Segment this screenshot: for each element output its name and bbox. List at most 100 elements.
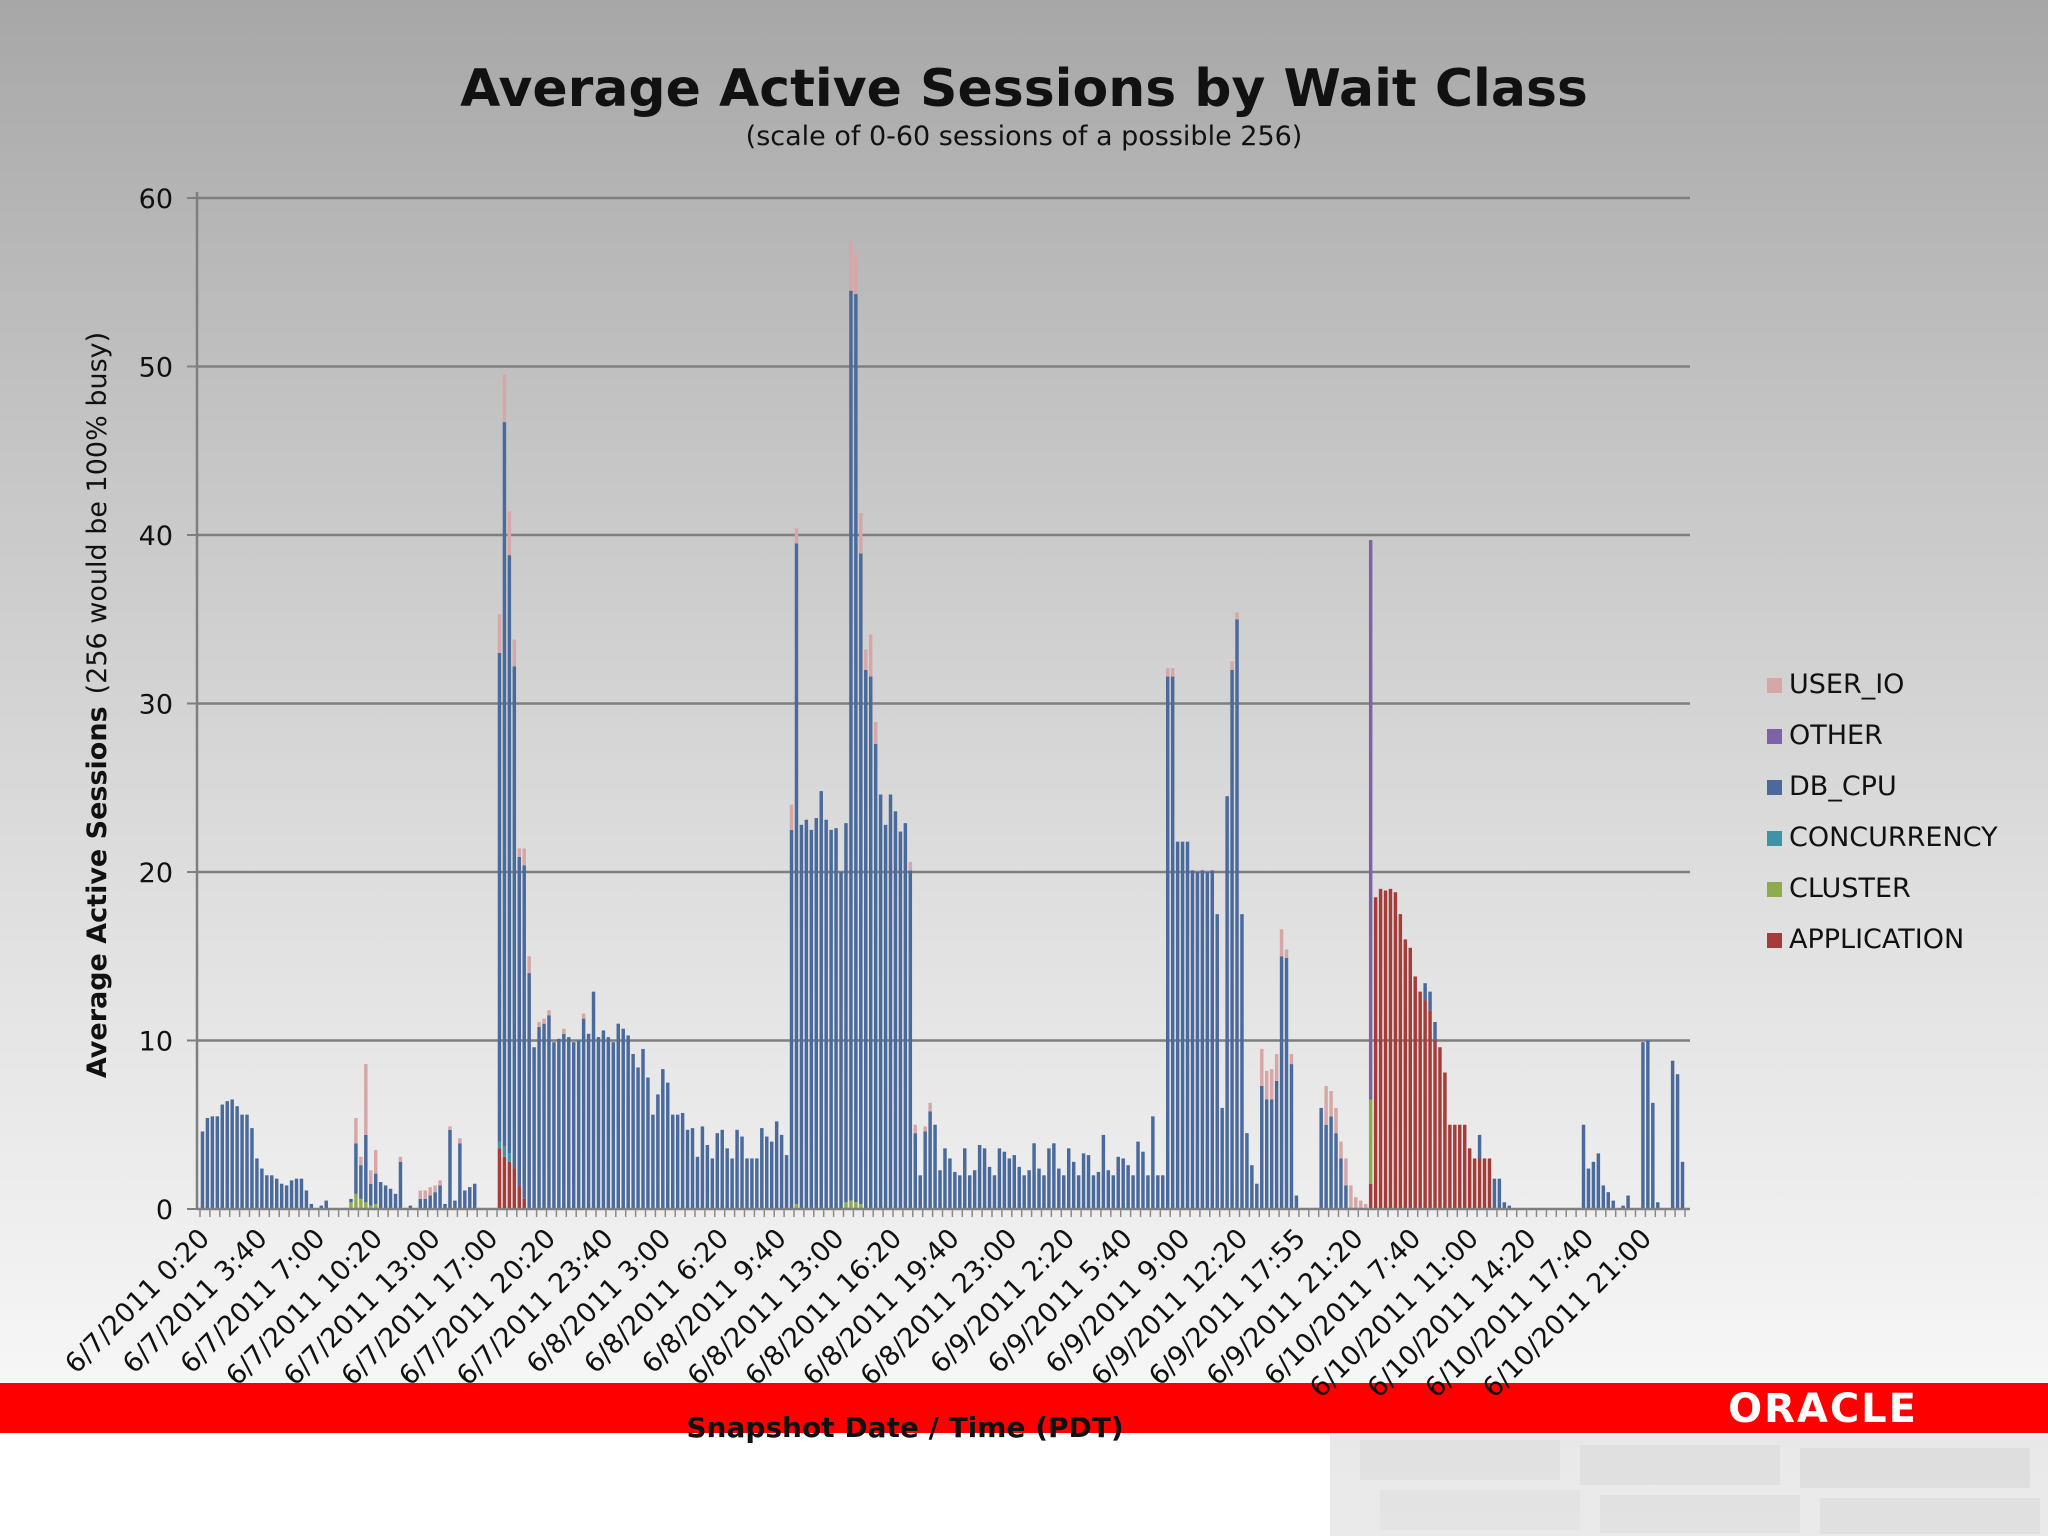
bar-db-cpu-86: [626, 1035, 630, 1209]
bar-db-cpu-121: [799, 824, 804, 1209]
bar-db-cpu-137: [878, 794, 883, 1209]
bar-db-cpu-88: [636, 1067, 640, 1209]
bar-db-cpu-113: [760, 1128, 764, 1209]
bar-db-cpu-87: [631, 1053, 635, 1209]
bar-db-cpu-17: [284, 1185, 289, 1209]
bar-cluster-30: [349, 1202, 353, 1209]
bar-db-cpu-264: [1507, 1205, 1511, 1209]
bar-db-cpu-66: [527, 973, 531, 1209]
bar-user-io-214: [1260, 1048, 1264, 1086]
bar-db-cpu-194: [1161, 1175, 1165, 1209]
legend-swatch-application: [1767, 933, 1782, 948]
bar-db-cpu-60: [497, 652, 502, 1142]
bar-db-cpu-177: [1076, 1175, 1081, 1209]
bars: [200, 241, 1685, 1210]
bar-db-cpu-93: [661, 1069, 665, 1209]
bar-db-cpu-63: [512, 666, 517, 1169]
bar-db-cpu-98: [685, 1129, 690, 1209]
bar-user-io-60: [497, 614, 502, 653]
bar-user-io-34: [369, 1170, 373, 1184]
bar-db-cpu-207: [1225, 796, 1229, 1209]
bar-db-cpu-211: [1245, 1133, 1249, 1209]
bar-db-cpu-183: [1106, 1170, 1111, 1209]
bar-user-io-217: [1274, 1053, 1279, 1081]
bar-db-cpu-248: [1428, 991, 1432, 1011]
bar-db-cpu-37: [383, 1185, 388, 1209]
bar-db-cpu-100: [695, 1156, 700, 1209]
bar-db-cpu-97: [680, 1112, 685, 1209]
bar-user-io-233: [1354, 1197, 1358, 1209]
bar-application-251: [1443, 1072, 1447, 1209]
bar-user-io-234: [1359, 1200, 1363, 1209]
bar-db-cpu-80: [596, 1037, 601, 1209]
bar-db-cpu-46: [428, 1195, 432, 1209]
bar-db-cpu-31: [354, 1143, 358, 1194]
bar-user-io-65: [522, 848, 526, 866]
bar-db-cpu-96: [675, 1114, 680, 1209]
bar-user-io-40: [398, 1156, 403, 1162]
bar-db-cpu-38: [388, 1188, 393, 1209]
bar-user-io-68: [537, 1021, 541, 1028]
bar-db-cpu-64: [517, 856, 521, 1186]
bar-user-io-33: [364, 1064, 368, 1135]
bar-application-256: [1467, 1148, 1472, 1209]
bar-db-cpu-83: [611, 1042, 616, 1209]
bar-user-io-64: [517, 848, 521, 857]
y-axis-label: Average Active Sessions (256 would be 100…: [82, 332, 113, 1078]
bar-user-io-31: [354, 1118, 358, 1144]
bar-db-cpu-280: [1586, 1168, 1591, 1209]
bar-db-cpu-149: [938, 1170, 942, 1209]
bar-db-cpu-230: [1339, 1158, 1343, 1209]
bar-db-cpu-171: [1047, 1148, 1051, 1209]
bar-user-io-215: [1264, 1070, 1269, 1100]
bar-db-cpu-146: [923, 1131, 927, 1209]
bar-user-io-235: [1363, 1203, 1368, 1209]
bar-db-cpu-15: [274, 1178, 279, 1209]
bar-user-io-219: [1284, 949, 1289, 958]
bar-user-io-228: [1329, 1091, 1333, 1117]
bar-db-cpu-118: [784, 1155, 789, 1209]
bar-db-cpu-294: [1656, 1202, 1660, 1209]
bar-db-cpu-165: [1017, 1166, 1021, 1210]
bar-db-cpu-153: [958, 1175, 962, 1209]
bar-db-cpu-176: [1071, 1161, 1076, 1209]
bar-application-253: [1453, 1124, 1457, 1209]
bar-application-244: [1408, 947, 1412, 1209]
bar-db-cpu-229: [1334, 1133, 1338, 1209]
bar-db-cpu-47: [433, 1192, 437, 1209]
bar-db-cpu-70: [547, 1015, 551, 1209]
bar-db-cpu-1: [205, 1118, 210, 1209]
bar-db-cpu-141: [898, 831, 903, 1209]
bar-user-io-209: [1235, 612, 1239, 620]
bar-db-cpu-191: [1146, 1175, 1150, 1209]
bar-user-io-232: [1349, 1185, 1353, 1209]
server-rack-image: [1330, 1435, 2048, 1536]
bar-db-cpu-62: [507, 555, 512, 1154]
bar-db-cpu-81: [601, 1030, 606, 1209]
bar-cluster-34: [369, 1205, 373, 1209]
bar-db-cpu-45: [423, 1198, 427, 1209]
bar-db-cpu-116: [774, 1121, 779, 1209]
bar-db-cpu-204: [1210, 870, 1214, 1209]
bar-db-cpu-281: [1591, 1161, 1596, 1209]
bar-db-cpu-133: [859, 553, 863, 1204]
bar-db-cpu-227: [1324, 1124, 1328, 1209]
bar-application-249: [1433, 1040, 1437, 1209]
bar-db-cpu-205: [1215, 914, 1219, 1210]
bar-db-cpu-39: [393, 1193, 398, 1209]
bar-application-257: [1472, 1158, 1477, 1209]
bar-db-cpu-182: [1101, 1134, 1106, 1209]
bar-user-io-47: [433, 1185, 437, 1193]
oracle-logo: ORACLE: [1728, 1386, 1918, 1432]
bar-db-cpu-44: [418, 1198, 422, 1209]
bar-db-cpu-106: [725, 1148, 729, 1209]
bar-db-cpu-220: [1289, 1064, 1294, 1209]
bar-db-cpu-124: [814, 818, 818, 1209]
bar-db-cpu-200: [1190, 870, 1195, 1209]
bar-db-cpu-196: [1170, 676, 1175, 1209]
bar-db-cpu-8: [240, 1114, 244, 1209]
bar-concurrency-60: [497, 1141, 502, 1149]
bar-db-cpu-128: [834, 828, 838, 1209]
bar-db-cpu-156: [972, 1170, 977, 1209]
